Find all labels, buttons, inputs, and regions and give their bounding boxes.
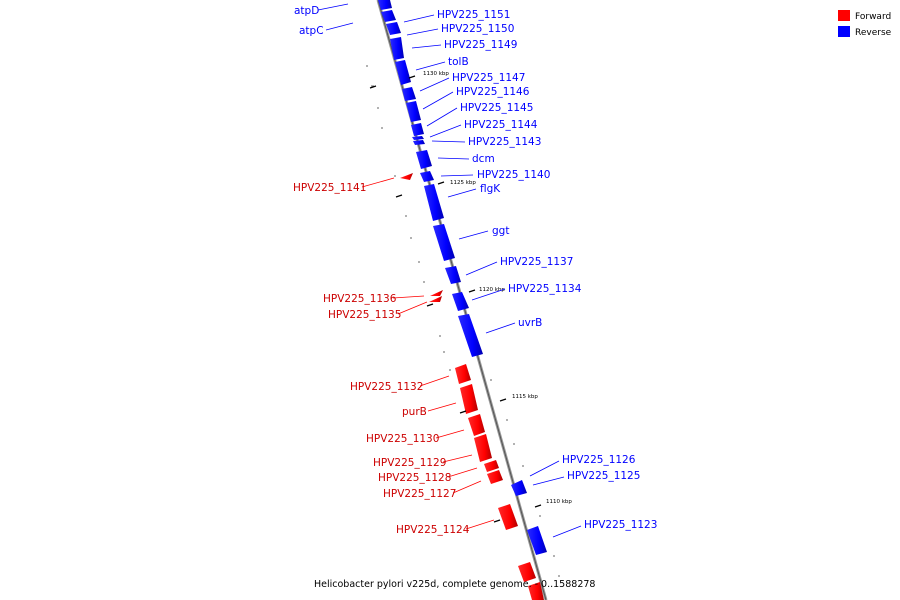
gene-label-HPV225_1144: HPV225_1144 (464, 119, 538, 131)
map-caption: Helicobacter pylori v225d, complete geno… (314, 579, 595, 590)
gene-label-HPV225_1124: HPV225_1124 (396, 524, 470, 536)
gene-block (460, 384, 478, 414)
gene-block (458, 314, 483, 357)
tick-label: 1120 kbp (479, 287, 505, 293)
gene-label-HPV225_1125: HPV225_1125 (567, 470, 640, 482)
forward-label-text: HPV225_1141 HPV225_1136 HPV225_1135 HPV2… (293, 182, 470, 536)
gene-label-HPV225_1150: HPV225_1150 (441, 23, 514, 35)
forward-genes (400, 173, 544, 600)
gene-block (413, 140, 425, 145)
gene-label-ggt: ggt (492, 225, 509, 237)
gene-label-atpD: atpD (294, 5, 319, 17)
gene-block (416, 150, 432, 169)
gene-block (474, 434, 492, 462)
gene-block (429, 296, 442, 302)
gene-label-HPV225_1146: HPV225_1146 (456, 86, 530, 98)
reverse-label-text: atpD atpC HPV225_1151 HPV225_1150 HPV225… (294, 5, 657, 531)
gene-block (511, 480, 527, 496)
gene-label-HPV225_1147: HPV225_1147 (452, 72, 525, 84)
gene-block (395, 60, 411, 85)
gene-block (402, 87, 416, 101)
gene-block (378, 0, 392, 10)
gene-label-HPV225_1136: HPV225_1136 (323, 293, 397, 305)
gene-block (390, 37, 404, 60)
tick-label: 1115 kbp (512, 394, 538, 400)
gene-block (433, 224, 455, 261)
gene-label-purB: purB (402, 406, 427, 418)
tick-label: 1130 kbp (423, 71, 449, 77)
gene-block (411, 123, 424, 136)
gene-block (400, 173, 413, 180)
gene-label-HPV225_1135: HPV225_1135 (328, 309, 401, 321)
gene-block (430, 290, 443, 296)
gene-block (420, 171, 434, 182)
forward-labels (361, 177, 495, 530)
gene-block (412, 136, 424, 140)
gene-label-HPV225_1137: HPV225_1137 (500, 256, 573, 268)
gene-label-HPV225_1130: HPV225_1130 (366, 433, 439, 445)
gene-label-HPV225_1123: HPV225_1123 (584, 519, 657, 531)
tick-label: 1125 kbp (450, 180, 476, 186)
gene-block (484, 460, 499, 472)
gene-block (527, 526, 547, 555)
gene-label-flgK: flgK (480, 183, 501, 195)
legend-swatch-reverse (838, 26, 850, 37)
legend-label-forward: Forward (855, 12, 891, 22)
gene-block (518, 562, 536, 582)
gene-label-atpC: atpC (299, 25, 324, 37)
gene-label-HPV225_1141: HPV225_1141 (293, 182, 366, 194)
minor-ticks (366, 65, 560, 577)
gene-label-HPV225_1145: HPV225_1145 (460, 102, 533, 114)
gene-label-uvrB: uvrB (518, 317, 542, 329)
gene-label-HPV225_1134: HPV225_1134 (508, 283, 582, 295)
major-ticks: 1130 kbp 1125 kbp 1120 kbp 1115 kbp 1110… (369, 71, 572, 523)
gene-label-HPV225_1126: HPV225_1126 (562, 454, 636, 466)
gene-block (424, 184, 444, 221)
gene-block (468, 414, 485, 436)
gene-label-tolB: tolB (448, 56, 469, 68)
gene-block (386, 22, 401, 35)
reverse-genes (378, 0, 547, 555)
gene-label-dcm: dcm (472, 153, 495, 165)
gene-block (487, 470, 503, 484)
gene-label-HPV225_1149: HPV225_1149 (444, 39, 517, 51)
gene-label-HPV225_1132: HPV225_1132 (350, 381, 423, 393)
gene-label-HPV225_1151: HPV225_1151 (437, 9, 510, 21)
gene-block (406, 101, 421, 122)
gene-block (445, 266, 461, 284)
gene-block (455, 364, 471, 384)
gene-block (381, 10, 396, 22)
gene-label-HPV225_1129: HPV225_1129 (373, 457, 446, 469)
legend: Forward Reverse (838, 10, 892, 38)
gene-block (528, 582, 544, 600)
gene-block (498, 504, 518, 530)
gene-label-HPV225_1140: HPV225_1140 (477, 169, 550, 181)
legend-swatch-forward (838, 10, 850, 21)
legend-label-reverse: Reverse (855, 28, 892, 38)
reverse-labels (317, 3, 582, 538)
gene-label-HPV225_1127: HPV225_1127 (383, 488, 456, 500)
gene-block (452, 292, 469, 311)
gene-label-HPV225_1128: HPV225_1128 (378, 472, 451, 484)
tick-label: 1110 kbp (546, 499, 572, 505)
gene-label-HPV225_1143: HPV225_1143 (468, 136, 541, 148)
